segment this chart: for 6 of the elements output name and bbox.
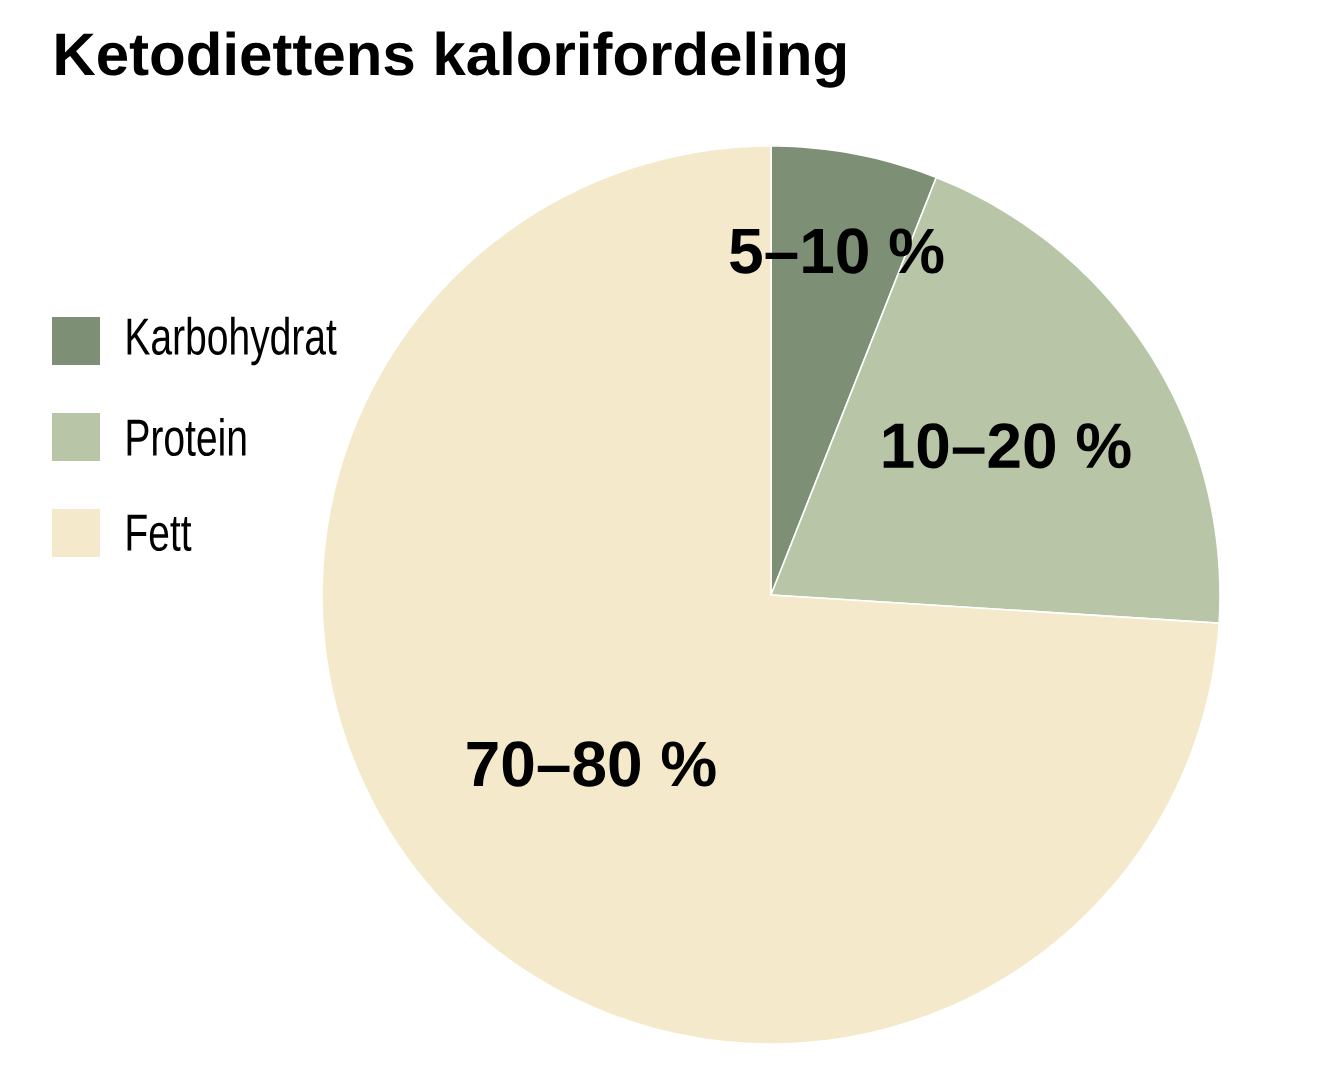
text: 10–20 % xyxy=(883,423,1131,469)
legend-label: Protein xyxy=(127,417,246,457)
legend-label: Karbohydrat xyxy=(127,316,337,366)
chart-title: Ketodiettens kalorifordeling xyxy=(56,31,846,88)
text: 70–80 % xyxy=(467,741,716,787)
legend-label: Fett xyxy=(127,514,192,552)
